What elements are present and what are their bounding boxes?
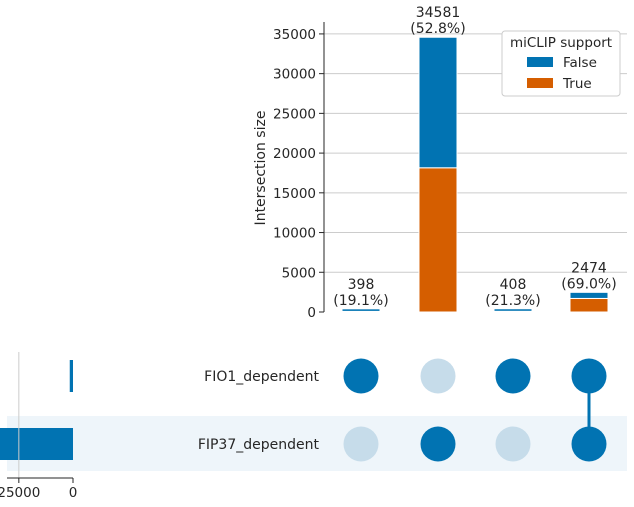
set-size-bars (0, 360, 74, 460)
y-tick-label: 5000 (282, 265, 316, 281)
matrix-dot-active (343, 358, 379, 394)
matrix-dot-active (495, 358, 531, 394)
legend-swatch-false (527, 57, 553, 67)
y-tick-label: 25000 (273, 106, 316, 122)
set-bar (0, 428, 74, 460)
set-bar (69, 360, 73, 392)
set-name-fio1: FIO1_dependent (204, 369, 319, 385)
bar-pct-label: (69.0%) (561, 276, 616, 292)
bar-true (569, 297, 609, 313)
y-tick-label: 35000 (273, 27, 316, 43)
set-axis-tick-label: 0 (69, 485, 78, 501)
intersection-y-axis: 0 5000 10000 15000 20000 25000 30000 35000 (273, 22, 325, 321)
matrix-dot-active (571, 426, 607, 462)
bar-total-label: 2474 (571, 260, 607, 276)
membership-matrix (343, 358, 607, 462)
intersection-bars (341, 36, 609, 313)
matrix-dot-inactive (343, 426, 379, 462)
y-tick-label: 30000 (273, 67, 316, 83)
y-tick-label: 20000 (273, 146, 316, 162)
legend-swatch-true (527, 78, 553, 88)
legend-label-true: True (562, 76, 592, 92)
matrix-dot-active (420, 426, 456, 462)
set-axis-tick-label: 25000 (0, 485, 40, 501)
set-size-axis: 25000 0 (0, 352, 77, 501)
bar-false (341, 308, 381, 312)
legend-label-false: False (563, 55, 597, 71)
y-tick-label: 10000 (273, 226, 316, 242)
set-names: FIO1_dependent FIP37_dependent (198, 369, 320, 453)
matrix-dot-inactive (420, 358, 456, 394)
set-name-fip37: FIP37_dependent (198, 437, 320, 453)
bar-false (493, 308, 533, 312)
bar-pct-label: (19.1%) (333, 293, 388, 309)
matrix-dot-inactive (495, 426, 531, 462)
bar-total-label: 34581 (416, 5, 461, 21)
bar-true (418, 167, 458, 313)
bar-pct-label: (52.8%) (410, 21, 465, 37)
bar-false (569, 291, 609, 299)
y-tick-label: 15000 (273, 186, 316, 202)
legend-title: miCLIP support (510, 35, 612, 51)
y-tick-label: 0 (307, 305, 316, 321)
bar-false (418, 36, 458, 169)
bar-total-label: 398 (348, 277, 375, 293)
bar-pct-label: (21.3%) (485, 293, 540, 309)
bar-total-label: 408 (500, 277, 527, 293)
matrix-dot-active (571, 358, 607, 394)
intersection-bar-labels: (19.1%)398 (52.8%)34581 (21.3%)408 (69.0%)2… (333, 5, 616, 309)
legend: miCLIP support False True (501, 30, 621, 97)
intersection-y-label: Intersection size (253, 111, 269, 226)
